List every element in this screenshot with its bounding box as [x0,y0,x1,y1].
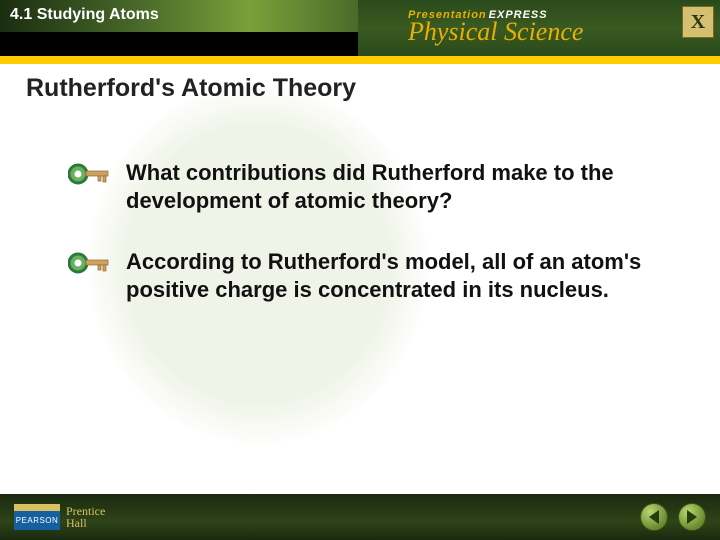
list-item: According to Rutherford's model, all of … [68,248,694,303]
key-icon [68,162,110,186]
key-icon [68,251,110,275]
list-item: What contributions did Rutherford make t… [68,159,694,214]
header: 4.1 Studying Atoms PresentationEXPRESS P… [0,0,720,56]
publisher-logo: PEARSON Prentice Hall [14,504,105,530]
content-area: Rutherford's Atomic Theory What contribu… [0,64,720,494]
slide: 4.1 Studying Atoms PresentationEXPRESS P… [0,0,720,540]
imprint-text: Prentice Hall [66,505,105,529]
prev-button[interactable] [640,503,668,531]
bullet-text: According to Rutherford's model, all of … [126,248,686,303]
nav-controls [640,503,706,531]
close-button[interactable]: X [682,6,714,38]
arrow-left-icon [649,510,659,524]
arrow-right-icon [687,510,697,524]
imprint-line-2: Hall [66,517,105,529]
next-button[interactable] [678,503,706,531]
accent-strip [0,56,720,64]
content-heading: Rutherford's Atomic Theory [26,74,694,103]
bullet-text: What contributions did Rutherford make t… [126,159,686,214]
footer: PEARSON Prentice Hall [0,494,720,540]
section-label: 4.1 Studying Atoms [0,0,358,32]
subject-title: Physical Science [408,17,583,47]
bullet-list: What contributions did Rutherford make t… [26,159,694,303]
pearson-badge: PEARSON [14,504,60,530]
brand-panel: PresentationEXPRESS Physical Science [358,0,720,56]
